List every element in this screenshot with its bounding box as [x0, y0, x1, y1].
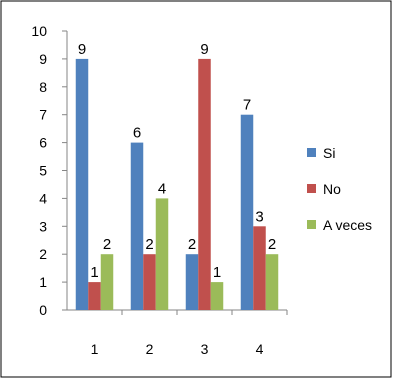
bar: [253, 226, 266, 310]
y-tick-label: 5: [39, 163, 47, 179]
x-tick-label: 1: [91, 341, 99, 357]
data-label: 4: [158, 180, 166, 197]
bar: [185, 254, 199, 310]
y-tick-label: 10: [31, 23, 47, 39]
data-label: 6: [133, 125, 141, 142]
bar: [130, 142, 144, 310]
data-label: 2: [268, 236, 276, 253]
y-tick-label: 8: [39, 79, 47, 95]
bar: [155, 198, 169, 310]
bar: [88, 282, 101, 310]
y-tick-label: 1: [39, 274, 47, 290]
legend-label: Si: [323, 145, 335, 161]
y-tick-label: 7: [39, 107, 47, 123]
x-tick-label: 3: [201, 341, 209, 357]
data-label: 2: [145, 236, 153, 253]
x-tick-label: 4: [256, 341, 264, 357]
data-label: 2: [103, 236, 111, 253]
bar: [240, 114, 254, 310]
y-tick-label: 4: [39, 190, 47, 206]
data-label: 2: [188, 236, 196, 253]
data-label: 3: [255, 208, 263, 225]
y-tick-label: 6: [39, 135, 47, 151]
bar: [75, 58, 89, 311]
y-tick-label: 3: [39, 218, 47, 234]
data-label: 1: [90, 264, 98, 281]
y-tick-label: 2: [39, 246, 47, 262]
y-tick-label: 0: [39, 302, 47, 318]
legend: Si No A veces: [307, 145, 372, 233]
data-label: 1: [213, 264, 221, 281]
chart-border: [0, 0, 392, 378]
legend-swatch: [307, 148, 316, 157]
data-label: 9: [200, 41, 208, 58]
legend-label: No: [323, 181, 341, 197]
bar: [100, 254, 114, 310]
bar: [210, 282, 224, 310]
data-label: 9: [78, 41, 86, 58]
bar: [198, 58, 211, 311]
y-tick-label: 9: [39, 51, 47, 67]
data-label: 7: [243, 97, 251, 114]
bar: [265, 254, 279, 310]
x-tick-label: 2: [146, 341, 154, 357]
legend-swatch: [307, 184, 316, 193]
bar: [143, 254, 156, 310]
legend-swatch: [307, 220, 316, 229]
legend-label: A veces: [323, 217, 372, 233]
